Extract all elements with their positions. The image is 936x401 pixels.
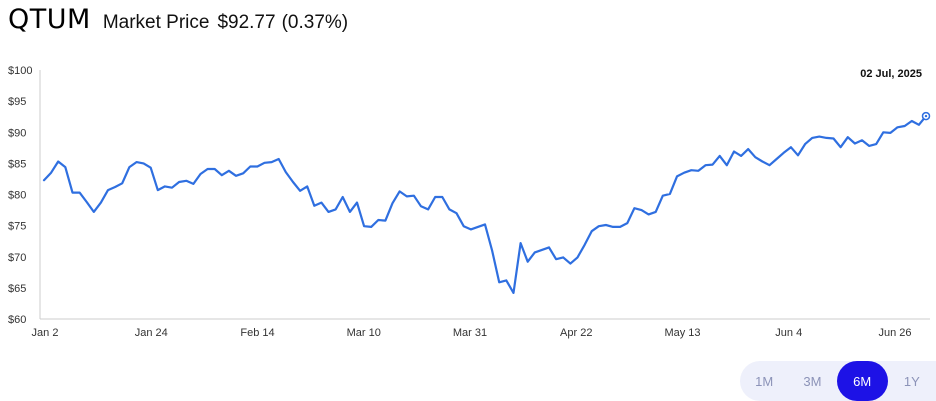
- x-tick-label: Jun 26: [878, 327, 911, 339]
- x-tick-label: Mar 10: [347, 327, 381, 339]
- series-layer: [42, 111, 931, 294]
- price-change-percent: (0.37%): [281, 12, 349, 33]
- last-point-dot: [924, 114, 928, 118]
- x-tick-label: May 13: [664, 327, 700, 339]
- x-tick-label: Jan 24: [135, 327, 168, 339]
- y-tick-label: $75: [8, 221, 26, 233]
- price-series-line: [42, 114, 928, 294]
- price-header: QTUM Market Price $92.77 (0.37%): [8, 4, 348, 38]
- price-chart[interactable]: $100 $95 $90 $85 $80 $75 $70 $65 $60 Jan 2 Jan 24…: [0, 60, 936, 350]
- y-tick-label: $60: [8, 314, 26, 326]
- x-axis: Jan 2 Jan 24 Feb 14 Mar 10 Mar 31 Apr 22 May 1…: [32, 318, 930, 339]
- y-tick-label: $70: [8, 252, 26, 264]
- x-tick-label: Jan 2: [32, 327, 59, 339]
- market-price-value: $92.77: [217, 12, 276, 33]
- market-price-label: Market Price: [102, 12, 210, 33]
- y-tick-label: $100: [8, 65, 32, 77]
- x-tick-label: Apr 22: [560, 327, 592, 339]
- y-axis: $100 $95 $90 $85 $80 $75 $70 $65 $60: [8, 65, 41, 326]
- y-tick-label: $65: [8, 283, 26, 295]
- time-range-selector: 1M 3M 6M 1Y: [740, 361, 936, 401]
- y-tick-label: $80: [8, 190, 26, 202]
- y-tick-label: $90: [8, 127, 26, 139]
- y-tick-label: $85: [8, 158, 26, 170]
- range-6m-button[interactable]: 6M: [836, 361, 888, 401]
- range-3m-button[interactable]: 3M: [788, 361, 836, 401]
- range-1y-button[interactable]: 1Y: [888, 361, 936, 401]
- x-tick-label: Mar 31: [453, 327, 487, 339]
- y-tick-label: $95: [8, 96, 26, 108]
- x-tick-label: Jun 4: [775, 327, 802, 339]
- last-point-date-label: 02 Jul, 2025: [860, 68, 922, 80]
- range-1m-button[interactable]: 1M: [740, 361, 788, 401]
- x-tick-label: Feb 14: [240, 327, 274, 339]
- ticker-symbol: QTUM: [8, 4, 91, 35]
- price-chart-svg[interactable]: $100 $95 $90 $85 $80 $75 $70 $65 $60 Jan 2 Jan 24…: [0, 60, 936, 350]
